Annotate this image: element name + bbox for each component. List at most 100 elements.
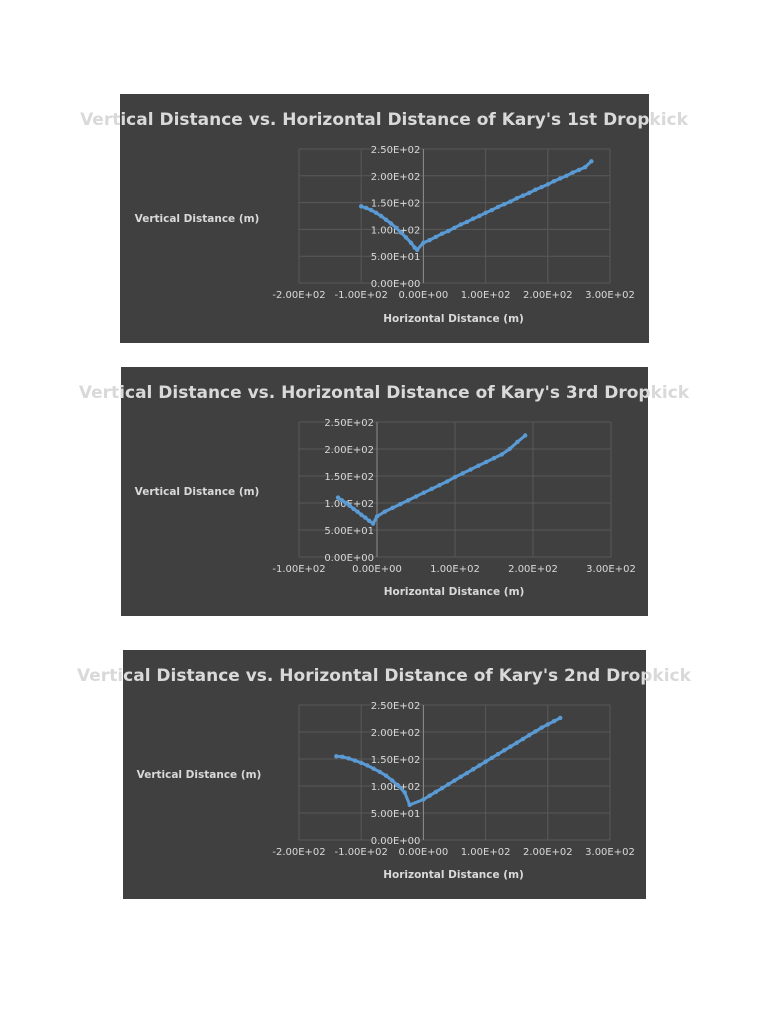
x-tick-label: -2.00E+02 bbox=[272, 847, 325, 858]
data-point bbox=[339, 498, 345, 503]
x-tick-label: 2.00E+02 bbox=[523, 847, 573, 858]
data-point bbox=[551, 178, 557, 184]
data-point bbox=[377, 769, 383, 775]
data-point bbox=[499, 452, 504, 457]
data-point bbox=[589, 159, 594, 164]
data-point bbox=[533, 729, 538, 734]
data-point bbox=[421, 797, 426, 802]
data-point bbox=[429, 486, 434, 492]
chart-title-2: Vertical Distance vs. Horizontal Distanc… bbox=[78, 383, 690, 403]
data-point bbox=[458, 222, 463, 227]
data-point bbox=[346, 756, 351, 761]
data-point bbox=[526, 190, 532, 196]
y-axis-title: Vertical Distance (m) bbox=[135, 486, 260, 498]
data-point bbox=[439, 231, 445, 236]
data-point bbox=[533, 187, 538, 192]
x-axis-title: Horizontal Distance (m) bbox=[383, 869, 524, 881]
x-tick-label: -2.00E+02 bbox=[272, 290, 325, 301]
data-point bbox=[334, 754, 339, 759]
y-tick-label: 2.50E+02 bbox=[371, 701, 421, 712]
data-point bbox=[458, 774, 463, 780]
x-tick-label: 1.00E+02 bbox=[461, 290, 511, 301]
data-point bbox=[408, 240, 414, 245]
data-point bbox=[402, 790, 407, 795]
y-tick-label: 1.50E+02 bbox=[371, 755, 421, 766]
data-point bbox=[390, 778, 395, 783]
chart-title-3: Vertical Distance vs. Horizontal Distanc… bbox=[77, 666, 691, 686]
y-tick-label: 1.50E+02 bbox=[371, 199, 421, 210]
y-axis-title: Vertical Distance (m) bbox=[135, 213, 260, 225]
y-tick-label: 0.00E+00 bbox=[371, 836, 421, 847]
data-point bbox=[393, 225, 399, 230]
y-tick-label: 1.00E+02 bbox=[371, 225, 421, 236]
y-tick-label: 5.00E+01 bbox=[324, 526, 374, 537]
data-point bbox=[452, 474, 458, 480]
data-point bbox=[468, 467, 473, 472]
data-point bbox=[477, 213, 482, 219]
x-tick-label: 3.00E+02 bbox=[586, 564, 636, 575]
data-point bbox=[489, 207, 495, 213]
data-point bbox=[398, 501, 403, 507]
data-point bbox=[507, 446, 512, 452]
data-point bbox=[545, 182, 550, 187]
data-point bbox=[355, 509, 360, 514]
data-point bbox=[526, 733, 532, 738]
data-point bbox=[477, 763, 482, 768]
data-point bbox=[421, 490, 426, 495]
data-point bbox=[460, 471, 465, 476]
y-tick-label: 2.00E+02 bbox=[371, 728, 421, 739]
data-point bbox=[373, 210, 379, 215]
chart-title-1: Vertical Distance vs. Horizontal Distanc… bbox=[80, 110, 688, 130]
y-tick-label: 2.00E+02 bbox=[324, 445, 374, 456]
data-point bbox=[483, 210, 488, 215]
x-tick-label: -1.00E+02 bbox=[335, 290, 388, 301]
data-point bbox=[464, 770, 470, 776]
y-tick-label: 2.50E+02 bbox=[371, 145, 421, 156]
x-tick-label: -1.00E+02 bbox=[335, 847, 388, 858]
data-point bbox=[470, 767, 476, 772]
x-axis-title: Horizontal Distance (m) bbox=[383, 313, 524, 325]
data-point bbox=[515, 439, 520, 445]
data-point bbox=[363, 205, 369, 211]
data-point bbox=[396, 783, 401, 789]
data-point bbox=[564, 173, 569, 178]
data-point bbox=[446, 228, 451, 234]
data-point bbox=[445, 479, 450, 484]
data-point bbox=[523, 433, 528, 438]
x-tick-label: 0.00E+00 bbox=[399, 847, 449, 858]
data-point bbox=[351, 506, 356, 512]
data-point bbox=[382, 509, 387, 514]
data-point bbox=[403, 235, 409, 240]
data-point bbox=[335, 495, 341, 500]
data-point bbox=[370, 521, 376, 526]
y-tick-label: 2.00E+02 bbox=[371, 172, 421, 183]
data-point bbox=[359, 760, 364, 765]
data-point bbox=[365, 763, 370, 768]
data-point bbox=[363, 515, 368, 520]
x-tick-label: 0.00E+00 bbox=[399, 290, 449, 301]
data-point bbox=[476, 463, 481, 468]
y-axis-title: Vertical Distance (m) bbox=[137, 769, 262, 781]
data-point bbox=[427, 237, 432, 243]
y-tick-label: 0.00E+00 bbox=[324, 553, 374, 564]
y-tick-label: 2.50E+02 bbox=[324, 418, 374, 429]
data-point bbox=[359, 204, 364, 209]
data-point bbox=[508, 199, 513, 204]
data-point bbox=[437, 482, 442, 488]
data-point bbox=[439, 785, 445, 791]
data-point bbox=[352, 758, 358, 763]
data-point bbox=[378, 213, 384, 219]
data-point bbox=[514, 740, 519, 745]
y-tick-label: 1.50E+02 bbox=[324, 472, 374, 483]
data-point bbox=[502, 748, 507, 753]
data-point bbox=[383, 773, 389, 778]
data-point bbox=[489, 755, 495, 761]
x-tick-label: 1.00E+02 bbox=[461, 847, 511, 858]
data-point bbox=[514, 196, 519, 201]
data-point bbox=[551, 719, 557, 724]
data-point bbox=[491, 455, 497, 461]
data-point bbox=[388, 221, 394, 226]
data-point bbox=[452, 778, 457, 783]
